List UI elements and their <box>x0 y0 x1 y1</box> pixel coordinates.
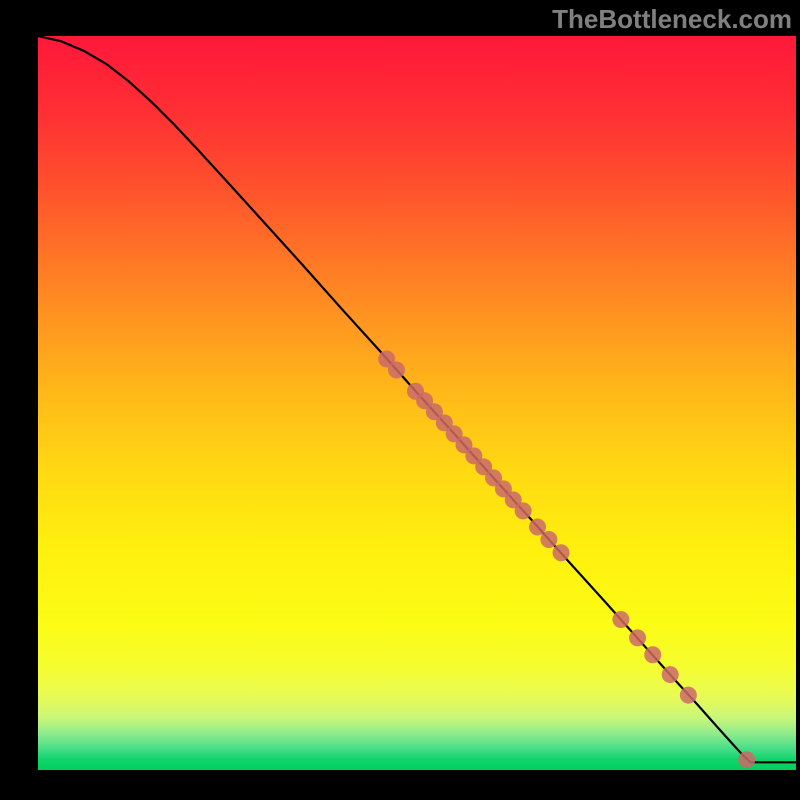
chart-frame: TheBottleneck.com <box>0 0 800 800</box>
data-point <box>629 629 646 646</box>
data-point <box>644 646 661 663</box>
data-point <box>738 751 755 768</box>
data-point <box>553 544 570 561</box>
data-point <box>680 687 697 704</box>
chart-svg <box>38 36 796 770</box>
plot-area <box>38 36 796 770</box>
data-point <box>515 502 532 519</box>
data-point <box>662 666 679 683</box>
data-point <box>612 611 629 628</box>
watermark-text: TheBottleneck.com <box>552 4 792 35</box>
data-point <box>540 531 557 548</box>
data-point <box>388 361 405 378</box>
